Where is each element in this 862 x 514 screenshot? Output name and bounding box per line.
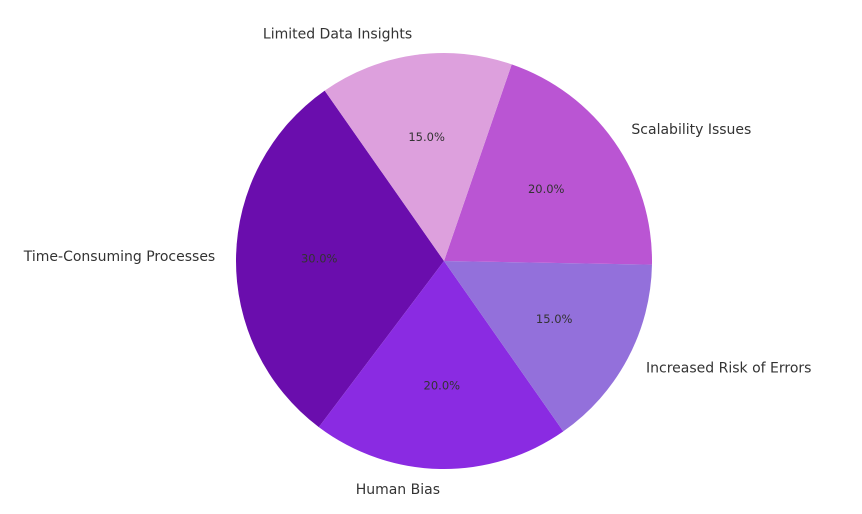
slice-percent-limited-data-insights: 15.0%	[408, 130, 445, 144]
slice-percent-time-consuming-processes: 30.0%	[301, 251, 338, 265]
slice-percent-increased-risk-of-errors: 15.0%	[536, 312, 573, 326]
pie-slice-scalability-issues	[444, 64, 652, 265]
pie-slice-limited-data-insights	[324, 53, 512, 261]
pie-slices	[235, 53, 652, 469]
slice-percent-scalability-issues: 20.0%	[528, 182, 565, 196]
pie-slice-human-bias	[318, 261, 564, 469]
slice-label-limited-data-insights: Limited Data Insights	[263, 26, 412, 42]
pie-labels: Time-Consuming Processes 30.0% Human Bias 2…	[23, 26, 812, 497]
slice-percent-human-bias: 20.0%	[424, 378, 461, 392]
slice-label-human-bias: Human Bias	[356, 482, 440, 498]
pie-slice-time-consuming-processes	[235, 90, 444, 428]
slice-label-increased-risk-of-errors: Increased Risk of Errors	[646, 360, 811, 376]
pie-slice-increased-risk-of-errors	[444, 261, 652, 432]
slice-label-scalability-issues: Scalability Issues	[631, 122, 751, 138]
slice-label-time-consuming-processes: Time-Consuming Processes	[23, 249, 215, 265]
